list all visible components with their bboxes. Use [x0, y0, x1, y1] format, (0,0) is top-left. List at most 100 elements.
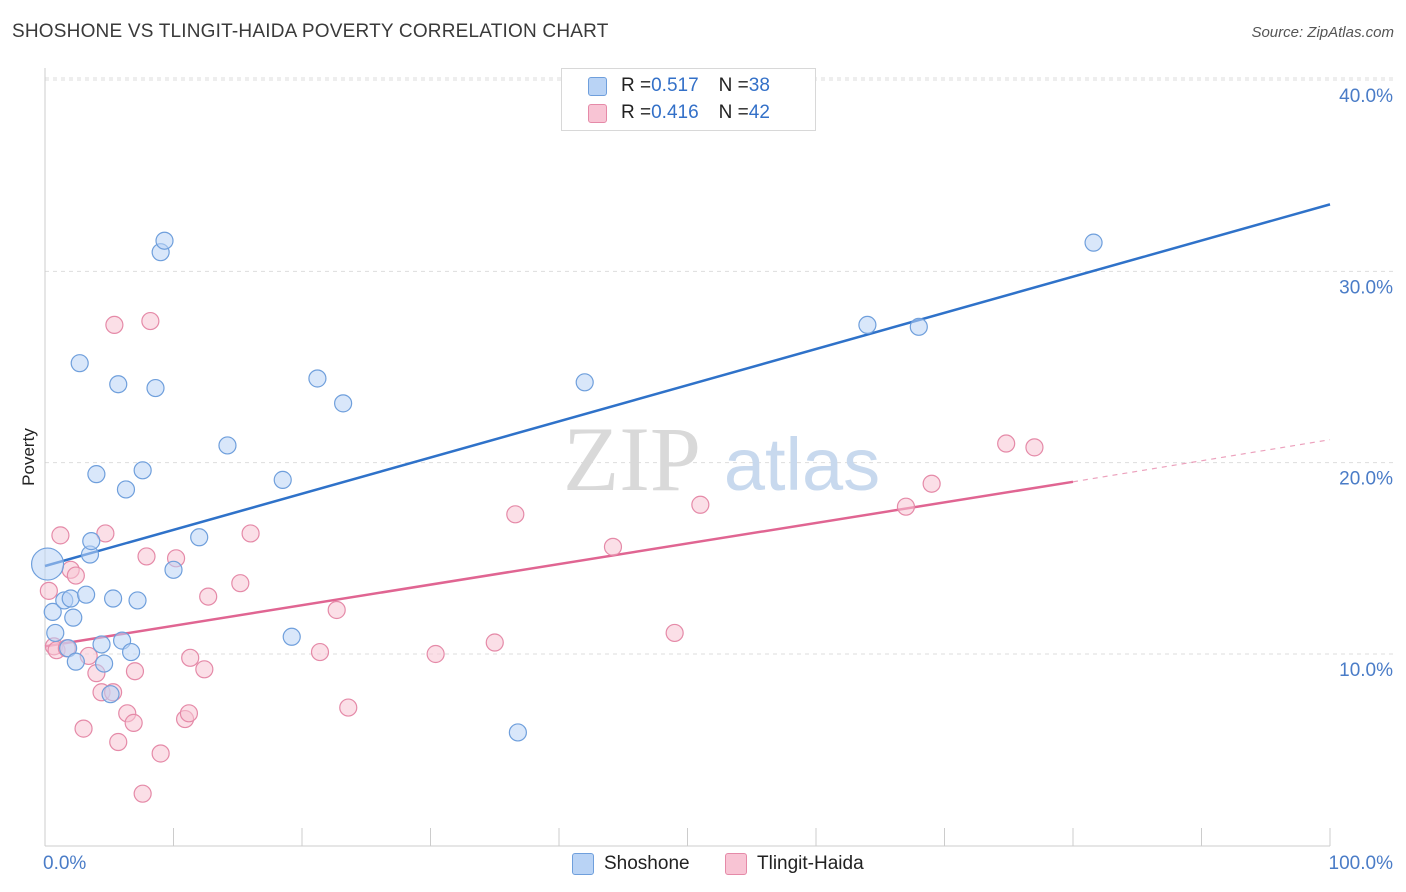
point-tlingit-haida	[179, 704, 199, 723]
bottom-legend-swatch-tlingit-haida	[725, 853, 747, 875]
point-tlingit-haida	[603, 537, 623, 556]
point-shoshone	[30, 547, 65, 581]
point-shoshone	[334, 394, 353, 413]
point-shoshone	[121, 642, 141, 662]
point-shoshone	[308, 369, 327, 388]
point-shoshone	[101, 685, 120, 704]
point-shoshone	[164, 560, 183, 579]
point-tlingit-haida	[74, 719, 93, 738]
point-shoshone	[146, 378, 165, 398]
legend-row-tlingit-haida: R = 0.416 N = 42	[588, 101, 770, 125]
legend-row-shoshone: R = 0.517 N = 38	[588, 74, 770, 98]
watermark-atlas: atlas	[724, 423, 880, 506]
tick-labels: 10.0% 20.0% 30.0% 40.0% 0.0% 100.0%	[43, 86, 1393, 874]
point-tlingit-haida	[997, 434, 1016, 453]
legend-r-label: R =	[621, 75, 652, 96]
point-shoshone	[43, 602, 62, 622]
point-shoshone	[82, 532, 101, 551]
point-tlingit-haida	[181, 648, 200, 667]
bottom-legend-swatch-shoshone	[572, 853, 594, 875]
point-shoshone	[858, 315, 877, 335]
axes	[44, 68, 1331, 847]
point-shoshone	[273, 470, 292, 489]
legend-swatch-shoshone	[588, 76, 607, 96]
point-shoshone	[1084, 233, 1103, 252]
point-shoshone	[133, 461, 152, 480]
point-shoshone	[575, 373, 594, 392]
point-shoshone	[190, 528, 209, 547]
point-tlingit-haida	[485, 633, 504, 652]
chart-source: Source: ZipAtlas.com	[1251, 24, 1394, 41]
bottom-legend-label-tlingit-haida: Tlingit-Haida	[757, 853, 864, 874]
legend-r-value: 0.517	[651, 75, 699, 96]
point-shoshone	[77, 585, 96, 604]
y-tick-label: 10.0%	[1339, 660, 1393, 681]
bottom-legend-tlingit-haida: Tlingit-Haida	[725, 851, 864, 877]
point-shoshone	[95, 654, 114, 673]
point-shoshone	[87, 465, 106, 484]
y-tick-label: 20.0%	[1339, 469, 1393, 490]
point-tlingit-haida	[133, 784, 152, 803]
point-tlingit-haida	[1025, 438, 1044, 457]
legend-n-value: 38	[748, 75, 770, 96]
point-tlingit-haida	[241, 524, 260, 543]
point-shoshone	[61, 589, 80, 608]
point-shoshone	[909, 317, 928, 336]
point-tlingit-haida	[105, 315, 124, 335]
point-shoshone	[59, 639, 78, 658]
chart-title: SHOSHONE VS TLINGIT-HAIDA POVERTY CORREL…	[12, 21, 609, 42]
point-tlingit-haida	[339, 698, 358, 717]
point-tlingit-haida	[51, 526, 70, 545]
point-tlingit-haida	[96, 524, 115, 543]
point-tlingit-haida	[124, 713, 143, 732]
point-tlingit-haida	[665, 623, 684, 643]
point-shoshone	[282, 627, 301, 646]
point-tlingit-haida	[125, 662, 145, 681]
point-tlingit-haida	[151, 744, 170, 763]
point-shoshone	[64, 608, 83, 627]
point-shoshone	[46, 623, 65, 643]
bottom-legend-label-shoshone: Shoshone	[604, 853, 690, 874]
point-tlingit-haida	[231, 574, 250, 593]
trend-line-shoshone	[44, 203, 1331, 568]
point-tlingit-haida	[141, 311, 160, 331]
legend-n-label: N =	[718, 102, 749, 123]
point-shoshone	[104, 589, 123, 608]
trend-line-tlingit-haida	[44, 480, 1074, 648]
point-tlingit-haida	[327, 600, 346, 620]
point-tlingit-haida	[691, 495, 710, 514]
point-tlingit-haida	[39, 581, 58, 600]
point-tlingit-haida	[426, 644, 445, 664]
y-tick-label: 30.0%	[1339, 277, 1393, 298]
x-tick-label: 100.0%	[1329, 853, 1394, 874]
legend-n-label: N =	[718, 75, 749, 96]
point-shoshone	[66, 652, 85, 671]
point-shoshone	[116, 480, 136, 499]
point-tlingit-haida	[896, 497, 916, 516]
point-tlingit-haida	[66, 566, 85, 585]
bottom-legend-shoshone: Shoshone	[572, 851, 690, 877]
watermark-zip: ZIP	[563, 408, 701, 510]
legend-r-value: 0.416	[651, 102, 699, 123]
point-shoshone	[92, 635, 111, 654]
point-shoshone	[155, 231, 174, 250]
point-shoshone	[218, 436, 237, 455]
point-tlingit-haida	[922, 474, 941, 493]
y-tick-label: 40.0%	[1339, 86, 1393, 107]
correlation-legend: R = 0.517 N = 38 R = 0.416 N = 42	[561, 68, 816, 131]
data-points	[30, 231, 1103, 803]
legend-n-value: 42	[748, 102, 770, 123]
watermark: ZIP atlas	[563, 408, 880, 510]
point-shoshone	[508, 723, 527, 742]
point-tlingit-haida	[109, 732, 128, 752]
point-tlingit-haida	[137, 547, 156, 566]
point-shoshone	[70, 354, 89, 373]
point-shoshone	[109, 375, 128, 394]
legend-swatch-tlingit-haida	[588, 103, 607, 123]
point-tlingit-haida	[199, 587, 218, 606]
legend-r-label: R =	[621, 102, 652, 123]
gridlines	[45, 77, 1395, 655]
point-tlingit-haida	[506, 505, 525, 524]
point-shoshone	[128, 591, 147, 610]
